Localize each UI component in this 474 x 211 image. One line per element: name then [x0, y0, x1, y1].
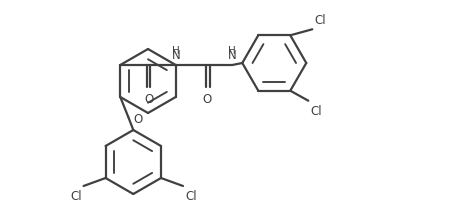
Text: Cl: Cl [314, 14, 326, 27]
Text: O: O [145, 93, 154, 106]
Text: O: O [203, 93, 212, 106]
Text: Cl: Cl [70, 190, 82, 203]
Text: H: H [228, 46, 236, 56]
Text: N: N [172, 49, 181, 62]
Text: N: N [228, 49, 237, 62]
Text: O: O [133, 112, 143, 126]
Text: Cl: Cl [310, 105, 322, 118]
Text: Cl: Cl [185, 190, 197, 203]
Text: H: H [173, 46, 180, 56]
